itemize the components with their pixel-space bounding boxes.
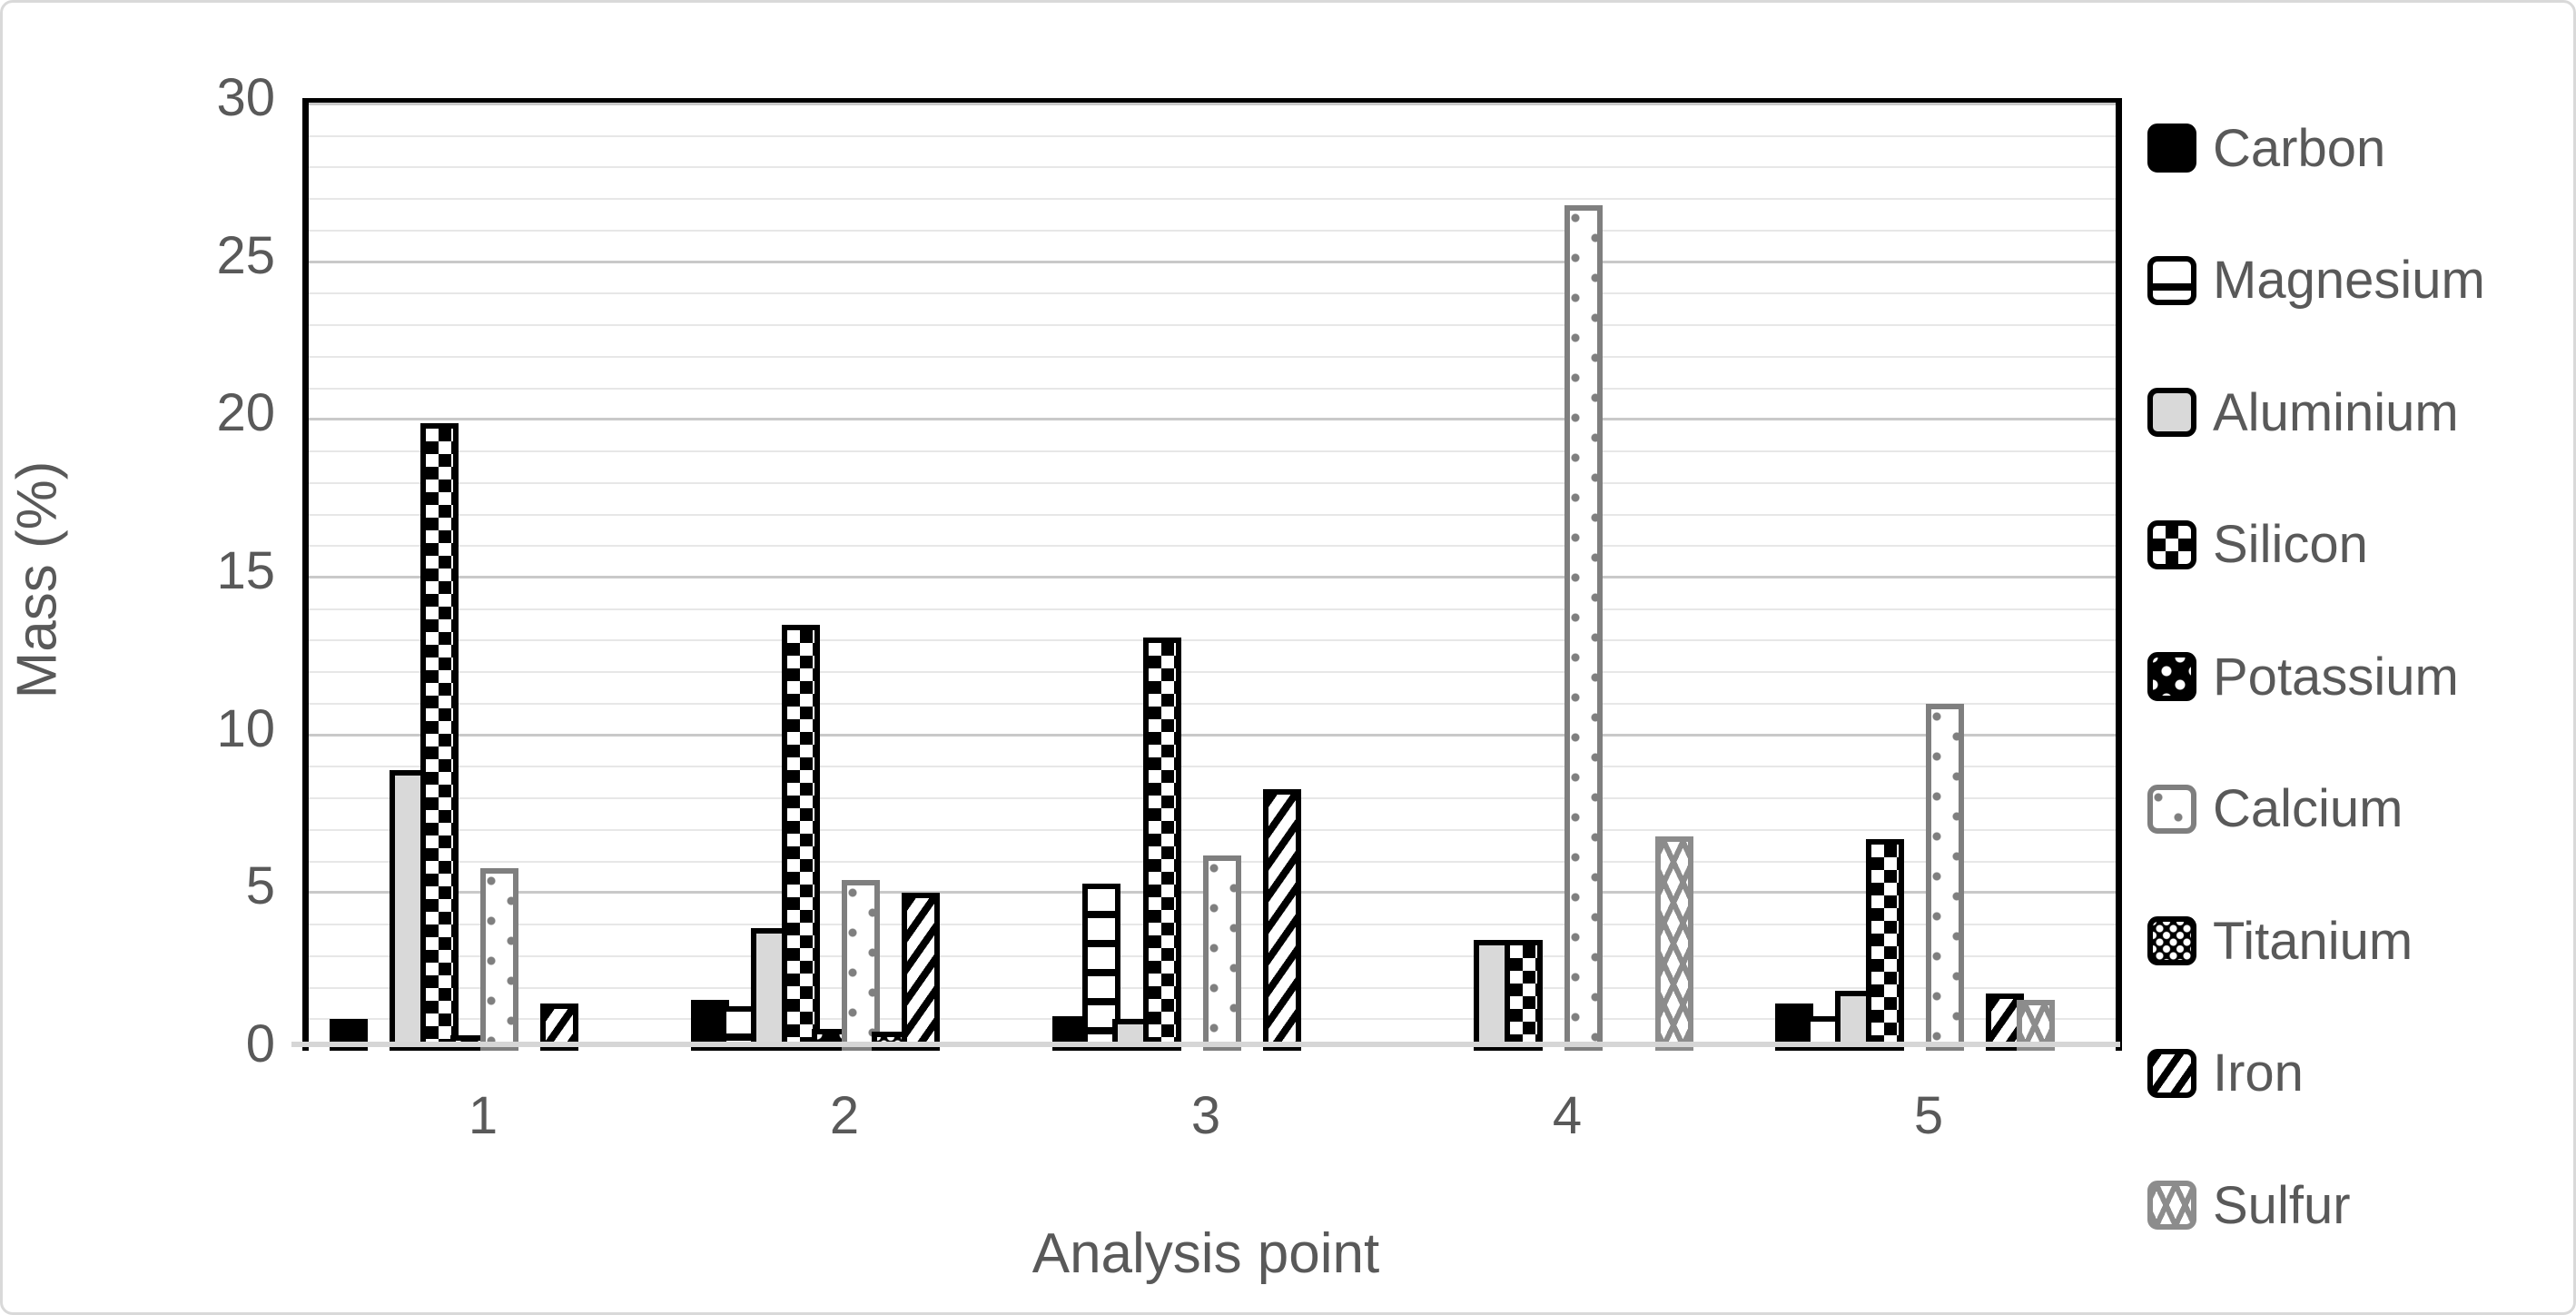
x-tick-label: 5 bbox=[1913, 1086, 1944, 1145]
minor-gridline bbox=[309, 513, 2116, 516]
major-gridline bbox=[309, 733, 2116, 737]
major-gridline bbox=[309, 418, 2116, 421]
y-tick-label: 15 bbox=[216, 541, 275, 600]
bar-calcium-point-5 bbox=[1926, 704, 1964, 1051]
y-axis-title: Mass (%) bbox=[5, 460, 69, 699]
legend-item-sulfur: Sulfur bbox=[2147, 1175, 2351, 1235]
legend-swatch-titanium-icon bbox=[2147, 916, 2196, 965]
bar-silicon-point-4 bbox=[1504, 940, 1543, 1051]
bar-iron-point-2 bbox=[902, 893, 941, 1051]
legend-item-carbon: Carbon bbox=[2147, 118, 2386, 178]
y-tick-label: 0 bbox=[245, 1014, 275, 1073]
minor-gridline bbox=[309, 166, 2116, 169]
minor-gridline bbox=[309, 702, 2116, 705]
minor-gridline bbox=[309, 545, 2116, 548]
legend-label: Calcium bbox=[2213, 779, 2403, 838]
minor-gridline bbox=[309, 229, 2116, 232]
minor-gridline bbox=[309, 671, 2116, 674]
bar-calcium-point-4 bbox=[1564, 205, 1603, 1051]
legend-label: Iron bbox=[2213, 1043, 2304, 1102]
bar-silicon-point-5 bbox=[1865, 839, 1904, 1051]
legend-swatch-sulfur-icon bbox=[2147, 1181, 2196, 1230]
minor-gridline bbox=[309, 828, 2116, 831]
legend-swatch-calcium-icon bbox=[2147, 784, 2196, 834]
bar-calcium-point-1 bbox=[480, 868, 518, 1051]
legend-item-magnesium: Magnesium bbox=[2147, 251, 2485, 310]
legend-label: Aluminium bbox=[2213, 382, 2459, 442]
minor-gridline bbox=[309, 450, 2116, 453]
legend-label: Sulfur bbox=[2213, 1175, 2351, 1235]
x-tick-label: 1 bbox=[468, 1086, 498, 1145]
minor-gridline bbox=[309, 355, 2116, 358]
x-tick-label: 3 bbox=[1190, 1086, 1221, 1145]
bar-sulfur-point-5 bbox=[2016, 1000, 2055, 1051]
legend-swatch-magnesium-icon bbox=[2147, 255, 2196, 305]
legend-item-iron: Iron bbox=[2147, 1043, 2304, 1102]
x-axis-line bbox=[291, 1042, 2120, 1047]
x-axis-title: Analysis point bbox=[1031, 1222, 1380, 1285]
y-tick-label: 30 bbox=[216, 68, 275, 127]
minor-gridline bbox=[309, 292, 2116, 295]
legend-item-titanium: Titanium bbox=[2147, 911, 2413, 971]
minor-gridline bbox=[309, 387, 2116, 390]
legend-swatch-iron-icon bbox=[2147, 1048, 2196, 1098]
minor-gridline bbox=[309, 324, 2116, 327]
y-tick-label: 20 bbox=[216, 383, 275, 443]
legend-item-calcium: Calcium bbox=[2147, 779, 2403, 838]
legend-swatch-aluminium-icon bbox=[2147, 388, 2196, 437]
bar-silicon-point-2 bbox=[781, 625, 820, 1051]
legend-swatch-silicon-icon bbox=[2147, 519, 2196, 569]
legend-label: Silicon bbox=[2213, 515, 2368, 574]
y-tick-label: 5 bbox=[245, 856, 275, 916]
minor-gridline bbox=[309, 766, 2116, 768]
x-tick-label: 4 bbox=[1552, 1086, 1583, 1145]
bar-silicon-point-1 bbox=[419, 423, 459, 1051]
y-tick-label: 25 bbox=[216, 225, 275, 285]
bar-silicon-point-3 bbox=[1142, 638, 1181, 1051]
legend-swatch-carbon-icon bbox=[2147, 124, 2196, 173]
major-gridline bbox=[309, 260, 2116, 263]
major-gridline bbox=[309, 576, 2116, 578]
legend-label: Magnesium bbox=[2213, 251, 2485, 310]
legend-label: Titanium bbox=[2213, 911, 2413, 971]
minor-gridline bbox=[309, 134, 2116, 137]
minor-gridline bbox=[309, 639, 2116, 642]
bar-iron-point-3 bbox=[1263, 789, 1302, 1051]
minor-gridline bbox=[309, 198, 2116, 201]
bar-carbon-point-1 bbox=[330, 1019, 368, 1051]
minor-gridline bbox=[309, 608, 2116, 610]
bar-calcium-point-2 bbox=[842, 880, 880, 1051]
legend-swatch-potassium-icon bbox=[2147, 652, 2196, 701]
legend-label: Potassium bbox=[2213, 647, 2459, 707]
minor-gridline bbox=[309, 481, 2116, 484]
legend-item-potassium: Potassium bbox=[2147, 647, 2459, 707]
bar-calcium-point-3 bbox=[1203, 855, 1241, 1051]
plot-area bbox=[302, 98, 2122, 1051]
bar-sulfur-point-4 bbox=[1654, 836, 1693, 1051]
legend-label: Carbon bbox=[2213, 118, 2386, 178]
y-tick-label: 10 bbox=[216, 698, 275, 758]
legend-item-aluminium: Aluminium bbox=[2147, 382, 2459, 442]
legend-item-silicon: Silicon bbox=[2147, 515, 2368, 574]
major-gridline bbox=[309, 103, 2116, 105]
x-tick-label: 2 bbox=[829, 1086, 860, 1145]
minor-gridline bbox=[309, 797, 2116, 800]
